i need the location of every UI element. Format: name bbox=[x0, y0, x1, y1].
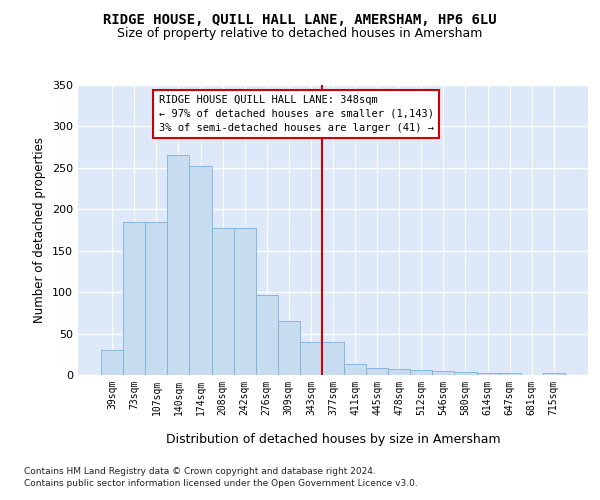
Bar bbox=[388, 369, 410, 375]
Bar bbox=[145, 222, 167, 375]
Bar bbox=[410, 370, 433, 375]
Text: Contains public sector information licensed under the Open Government Licence v3: Contains public sector information licen… bbox=[24, 479, 418, 488]
Text: Size of property relative to detached houses in Amersham: Size of property relative to detached ho… bbox=[118, 28, 482, 40]
Bar bbox=[123, 222, 145, 375]
Bar bbox=[278, 321, 300, 375]
Bar bbox=[256, 296, 278, 375]
Bar bbox=[101, 350, 123, 375]
Bar bbox=[366, 368, 388, 375]
Bar bbox=[433, 371, 454, 375]
Text: Distribution of detached houses by size in Amersham: Distribution of detached houses by size … bbox=[166, 432, 500, 446]
Text: Contains HM Land Registry data © Crown copyright and database right 2024.: Contains HM Land Registry data © Crown c… bbox=[24, 468, 376, 476]
Bar bbox=[300, 342, 322, 375]
Bar bbox=[543, 372, 565, 375]
Bar bbox=[322, 342, 344, 375]
Text: RIDGE HOUSE QUILL HALL LANE: 348sqm
← 97% of detached houses are smaller (1,143): RIDGE HOUSE QUILL HALL LANE: 348sqm ← 97… bbox=[158, 95, 434, 133]
Bar bbox=[212, 228, 233, 375]
Bar bbox=[499, 374, 521, 375]
Bar bbox=[190, 166, 212, 375]
Bar bbox=[233, 228, 256, 375]
Bar bbox=[344, 364, 366, 375]
Bar bbox=[476, 374, 499, 375]
Bar bbox=[454, 372, 476, 375]
Y-axis label: Number of detached properties: Number of detached properties bbox=[34, 137, 46, 323]
Bar bbox=[167, 156, 190, 375]
Text: RIDGE HOUSE, QUILL HALL LANE, AMERSHAM, HP6 6LU: RIDGE HOUSE, QUILL HALL LANE, AMERSHAM, … bbox=[103, 12, 497, 26]
